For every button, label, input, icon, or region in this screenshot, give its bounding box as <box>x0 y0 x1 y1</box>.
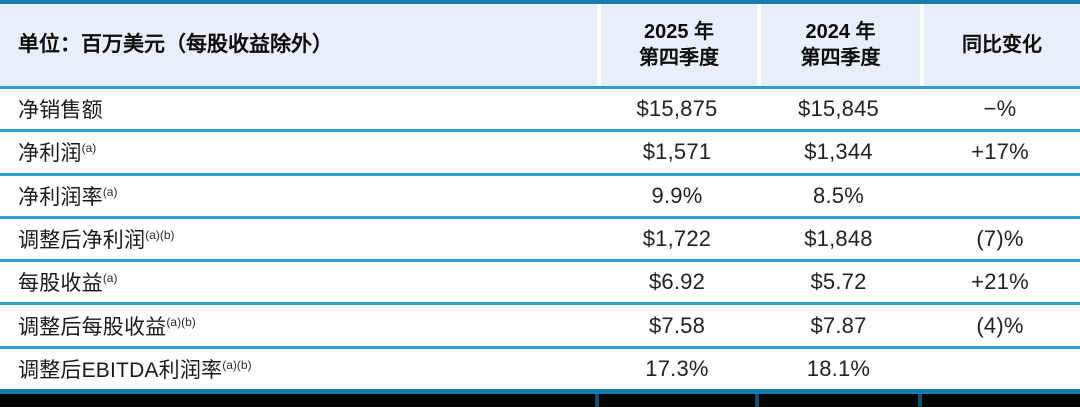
footnote-marker: (a) <box>102 184 118 199</box>
value-q4-2024: $5.72 <box>810 269 867 295</box>
footnote-marker: (a) <box>81 141 97 156</box>
column-header-yoy-change: 同比变化 <box>920 4 1080 86</box>
table-row: 调整后每股收益(a)(b) $7.58 $7.87 (4)% <box>0 305 1080 349</box>
table-bottom-bar <box>0 389 1080 407</box>
column-divider-mark <box>918 394 922 407</box>
table-row: 每股收益(a) $6.92 $5.72 +21% <box>0 262 1080 306</box>
column-header-q4-2025: 2025 年 第四季度 <box>597 4 757 86</box>
row-label: 净销售额 <box>18 99 103 123</box>
value-yoy-change: (4)% <box>976 312 1024 338</box>
row-label: 调整后EBITDA利润率(a)(b) <box>18 357 252 382</box>
value-q4-2025: $1,722 <box>642 225 712 251</box>
value-q4-2024: 18.1% <box>806 355 871 381</box>
row-label: 调整后每股收益(a)(b) <box>18 314 196 339</box>
value-q4-2024: $7.87 <box>810 312 867 338</box>
table-row: 净利润(a) $1,571 $1,344 +17% <box>0 132 1080 176</box>
value-yoy-change: −% <box>983 96 1017 122</box>
bottom-black-rule <box>0 394 1080 407</box>
column-header-q4-2025-line1: 2025 年 <box>643 21 715 43</box>
column-header-q4-2024: 2024 年 第四季度 <box>757 4 920 86</box>
column-header-q4-2024-line2: 第四季度 <box>800 47 881 69</box>
column-header-q4-2024-line1: 2024 年 <box>805 21 876 43</box>
value-q4-2025: $1,571 <box>642 139 712 165</box>
footnote-marker: (a) <box>102 271 118 286</box>
value-yoy-change: +21% <box>971 269 1029 295</box>
value-yoy-change: (7)% <box>976 225 1024 251</box>
value-yoy-change: +17% <box>971 139 1029 165</box>
footnote-marker: (a)(b) <box>145 227 175 242</box>
table-row: 调整后EBITDA利润率(a)(b) 17.3% 18.1% <box>0 348 1080 389</box>
value-q4-2025: $15,875 <box>636 96 718 122</box>
value-q4-2024: $1,848 <box>804 225 873 251</box>
value-q4-2025: $6.92 <box>648 269 706 295</box>
footnote-marker: (a)(b) <box>166 314 196 329</box>
bottom-blue-rule <box>0 389 1080 394</box>
value-q4-2024: $15,845 <box>798 96 879 122</box>
table-row: 净利润率(a) 9.9% 8.5% <box>0 175 1080 219</box>
value-q4-2025: 17.3% <box>645 355 709 381</box>
value-q4-2024: $1,344 <box>804 139 873 165</box>
column-header-q4-2025-line2: 第四季度 <box>639 47 719 69</box>
table-header-row: 单位：百万美元（每股收益除外） 2025 年 第四季度 2024 年 第四季度 … <box>0 0 1080 89</box>
value-q4-2024: 8.5% <box>813 182 864 208</box>
table-row: 净销售额 $15,875 $15,845 −% <box>0 89 1080 133</box>
row-label: 每股收益(a) <box>18 271 118 296</box>
table-row: 调整后净利润(a)(b) $1,722 $1,848 (7)% <box>0 218 1080 263</box>
row-label: 净利润率(a) <box>18 184 118 209</box>
value-q4-2025: 9.9% <box>651 182 703 208</box>
table-body: 净销售额 $15,875 $15,845 −% 净利润(a) $1,571 $1… <box>0 89 1080 389</box>
column-divider-mark <box>755 394 759 407</box>
column-divider-mark <box>595 394 599 407</box>
unit-header-cell: 单位：百万美元（每股收益除外） <box>18 33 333 56</box>
value-q4-2025: $7.58 <box>648 312 706 338</box>
row-label: 调整后净利润(a)(b) <box>18 227 175 252</box>
row-label: 净利润(a) <box>18 141 97 166</box>
footnote-marker: (a)(b) <box>222 357 252 372</box>
